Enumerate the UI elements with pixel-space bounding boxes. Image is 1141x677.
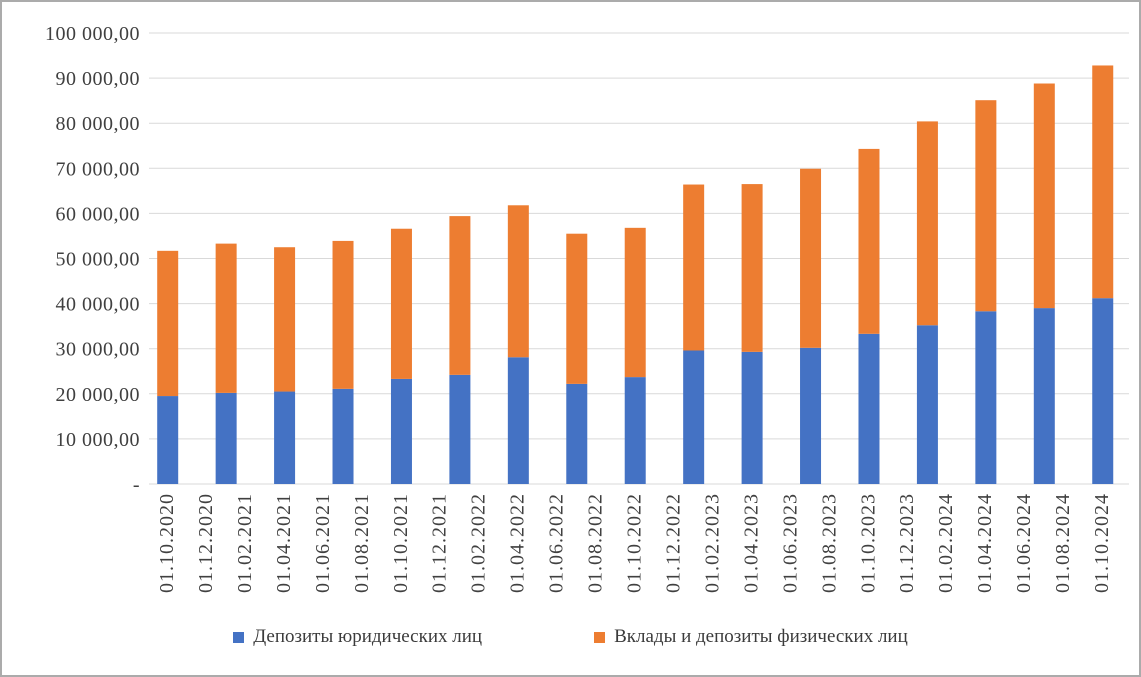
x-axis-tick-label: 01.02.2024	[935, 493, 957, 593]
legend-swatch-physical	[594, 631, 606, 643]
bar-segment-physical-01.07.2024	[1033, 83, 1055, 309]
x-axis-tick-label: 01.06.2022	[546, 493, 568, 593]
x-axis-tick-label: 01.08.2023	[818, 493, 840, 593]
bar-segment-juridical-01.01.2021	[215, 392, 237, 484]
x-axis-tick-label: 01.10.2023	[857, 493, 879, 593]
bar-segment-physical-01.01.2024	[916, 121, 938, 326]
bar-segment-juridical-01.10.2020	[157, 396, 179, 484]
bar-segment-physical-01.07.2021	[332, 240, 354, 389]
legend-label-physical: Вклады и депозиты физических лиц	[614, 626, 908, 647]
bar-segment-juridical-01.07.2022	[566, 383, 588, 484]
x-axis-tick-label: 01.10.2021	[390, 493, 412, 593]
x-axis-tick-label: 01.10.2024	[1091, 493, 1113, 593]
bar-segment-juridical-01.07.2023	[800, 347, 822, 484]
x-axis-tick-label: 01.04.2022	[507, 493, 529, 593]
bar-segment-juridical-01.04.2022	[507, 357, 529, 484]
bar-segment-physical-01.04.2023	[741, 184, 763, 352]
bar-segment-physical-01.01.2023	[683, 184, 705, 351]
y-axis-tick-label: 10 000,00	[56, 429, 141, 451]
bar-segment-juridical-01.10.2022	[624, 377, 646, 484]
bar-segment-physical-01.10.2021	[390, 228, 412, 379]
bar-segment-physical-01.07.2023	[800, 168, 822, 348]
legend-swatch-juridical	[233, 631, 245, 643]
y-axis-tick-label: 30 000,00	[56, 339, 141, 361]
x-axis-tick-label: 01.02.2021	[234, 493, 256, 593]
bar-segment-juridical-01.10.2023	[858, 333, 880, 484]
bar-segment-juridical-01.04.2024	[975, 311, 997, 484]
x-axis-tick-label: 01.08.2021	[351, 493, 373, 593]
x-axis-tick-label: 01.10.2020	[156, 493, 178, 593]
y-axis-tick-label: 70 000,00	[56, 158, 141, 180]
bar-segment-physical-01.01.2022	[449, 216, 471, 375]
legend-item-physical: Вклады и депозиты физических лиц	[594, 626, 908, 648]
bar-segment-juridical-01.04.2021	[274, 391, 296, 484]
y-axis-tick-label: 50 000,00	[56, 249, 141, 271]
x-axis-tick-label: 01.06.2023	[779, 493, 801, 593]
legend-label-juridical: Депозиты юридических лиц	[253, 626, 483, 647]
x-axis-tick-label: 01.08.2022	[585, 493, 607, 593]
legend-item-juridical: Депозиты юридических лиц	[233, 626, 482, 648]
bar-segment-physical-01.10.2022	[624, 227, 646, 378]
x-axis-tick-label: 01.02.2023	[701, 493, 723, 593]
x-axis-tick-label: 01.12.2020	[195, 493, 217, 593]
y-axis-tick-label: 90 000,00	[56, 68, 141, 90]
x-axis-tick-label: 01.06.2024	[1013, 493, 1035, 593]
y-axis-tick-label: 40 000,00	[56, 294, 141, 316]
x-axis-tick-label: 01.06.2021	[312, 493, 334, 593]
bar-segment-juridical-01.10.2024	[1092, 298, 1114, 484]
bar-segment-juridical-01.01.2024	[916, 325, 938, 484]
bar-segment-physical-01.10.2023	[858, 148, 880, 334]
x-axis-tick-label: 01.02.2022	[468, 493, 490, 593]
x-axis-tick-label: 01.08.2024	[1052, 493, 1074, 593]
bar-segment-physical-01.10.2024	[1092, 65, 1114, 299]
bar-segment-juridical-01.01.2022	[449, 374, 471, 484]
x-axis-tick-label: 01.04.2024	[974, 493, 996, 593]
bar-segment-juridical-01.01.2023	[683, 350, 705, 484]
bar-segment-physical-01.01.2021	[215, 243, 237, 393]
x-axis-tick-label: 01.12.2022	[662, 493, 684, 593]
x-axis-tick-label: 01.04.2021	[273, 493, 295, 593]
bar-segment-juridical-01.07.2024	[1033, 308, 1055, 484]
bar-segment-physical-01.04.2022	[507, 205, 529, 358]
y-axis-tick-label: 100 000,00	[45, 23, 140, 45]
bar-segment-physical-01.04.2024	[975, 100, 997, 312]
bar-segment-juridical-01.04.2023	[741, 351, 763, 484]
x-axis-tick-label: 01.12.2021	[429, 493, 451, 593]
x-axis-tick-label: 01.04.2023	[740, 493, 762, 593]
x-axis-tick-label: 01.10.2022	[624, 493, 646, 593]
y-axis-tick-label: 20 000,00	[56, 384, 141, 406]
legend: Депозиты юридических лиц Вклады и депози…	[2, 626, 1139, 648]
x-axis-tick-label: 01.12.2023	[896, 493, 918, 593]
y-axis-tick-label: 60 000,00	[56, 203, 141, 225]
bar-segment-juridical-01.10.2021	[390, 378, 412, 484]
y-axis-tick-label: 80 000,00	[56, 113, 141, 135]
bar-segment-physical-01.04.2021	[274, 247, 296, 392]
y-axis-tick-label: -	[133, 474, 140, 496]
bar-segment-physical-01.07.2022	[566, 233, 588, 384]
bar-segment-physical-01.10.2020	[157, 250, 179, 397]
bar-segment-juridical-01.07.2021	[332, 388, 354, 484]
